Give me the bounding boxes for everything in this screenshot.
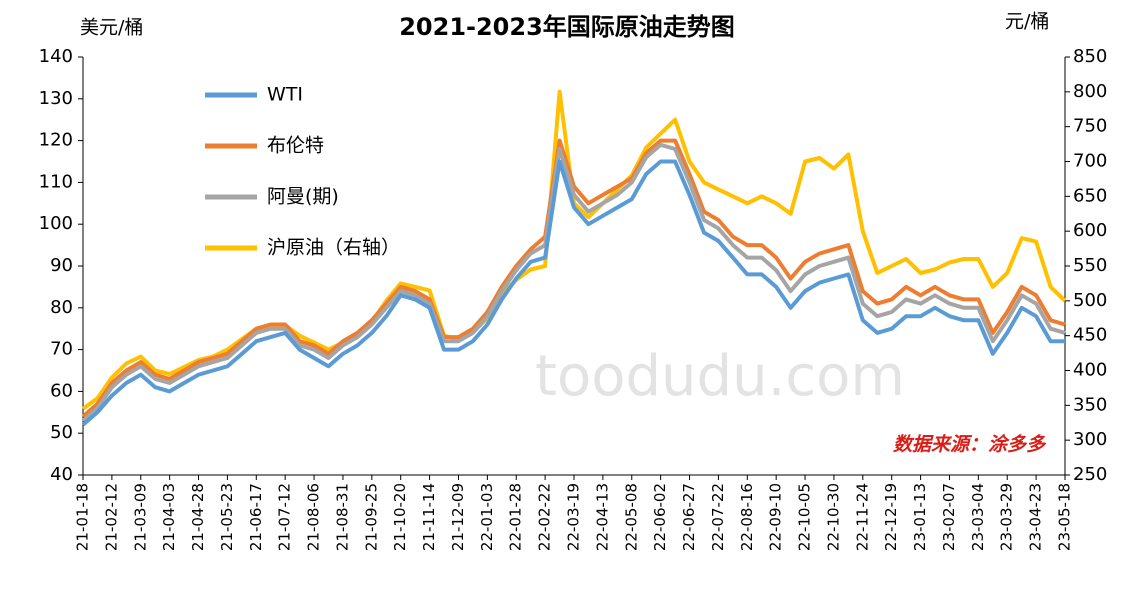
x-tick-label: 21-01-18	[74, 483, 92, 551]
chart-title: 2021-2023年国际原油走势图	[399, 13, 735, 41]
x-tick-label: 23-04-23	[1027, 483, 1045, 551]
x-tick-label: 22-01-28	[507, 483, 525, 551]
x-tick-label: 22-08-16	[738, 483, 756, 551]
x-tick-label: 21-05-23	[218, 483, 236, 551]
x-tick-label: 21-10-20	[391, 483, 409, 551]
x-tick-label: 22-11-24	[853, 483, 871, 551]
x-tick-label: 22-05-08	[622, 483, 640, 551]
x-tick-label: 21-11-14	[420, 483, 438, 551]
x-tick-label: 22-03-19	[565, 483, 583, 551]
x-tick-label: 22-04-13	[593, 483, 611, 551]
y-tick-label: 100	[39, 213, 73, 234]
y-tick-label: 90	[50, 255, 73, 276]
y-tick-label: 70	[50, 339, 73, 360]
x-tick-label: 21-06-17	[247, 483, 265, 551]
legend-label: WTI	[267, 84, 303, 106]
y2-tick-label: 400	[1073, 360, 1107, 381]
x-tick-label: 22-09-10	[767, 483, 785, 551]
x-tick-label: 22-06-27	[680, 483, 698, 551]
x-tick-label: 23-03-29	[998, 483, 1016, 551]
series-line	[81, 138, 1066, 419]
y-tick-label: 140	[39, 46, 73, 67]
legend-label: 布伦特	[267, 135, 324, 157]
y2-tick-label: 650	[1073, 185, 1107, 206]
x-tick-label: 22-12-19	[882, 483, 900, 551]
x-tick-label: 22-10-05	[796, 483, 814, 551]
y2-tick-label: 350	[1073, 394, 1107, 415]
x-tick-label: 23-05-18	[1056, 483, 1074, 551]
y-tick-label: 130	[39, 88, 73, 109]
x-tick-label: 21-09-25	[362, 483, 380, 551]
series-line	[81, 142, 1066, 423]
y-tick-label: 120	[39, 130, 73, 151]
y2-tick-label: 600	[1073, 220, 1107, 241]
y2-tick-label: 700	[1073, 151, 1107, 172]
y-axis-label: 美元/桶	[80, 17, 143, 39]
y2-tick-label: 550	[1073, 255, 1107, 276]
x-tick-label: 23-01-13	[911, 483, 929, 551]
x-tick-label: 22-02-22	[536, 483, 554, 551]
series-line	[81, 159, 1065, 427]
y2-tick-label: 800	[1073, 81, 1107, 102]
y-tick-label: 50	[50, 422, 73, 443]
legend-label: 阿曼(期)	[267, 186, 339, 208]
source-note: 数据来源：涂多多	[893, 434, 1047, 456]
x-tick-label: 21-04-28	[189, 483, 207, 551]
y2-tick-label: 450	[1073, 325, 1107, 346]
x-tick-label: 22-07-22	[709, 483, 727, 551]
x-tick-label: 22-10-30	[824, 483, 842, 551]
x-tick-label: 21-02-12	[102, 483, 120, 551]
x-tick-label: 21-04-03	[160, 483, 178, 551]
y-tick-label: 110	[39, 171, 73, 192]
y-tick-label: 40	[50, 464, 73, 485]
y-tick-label: 80	[50, 297, 73, 318]
y2-tick-label: 300	[1073, 429, 1107, 450]
x-tick-label: 21-08-31	[333, 483, 351, 551]
x-tick-label: 21-12-09	[449, 483, 467, 551]
y2-tick-label: 250	[1073, 464, 1107, 485]
y2-tick-label: 500	[1073, 290, 1107, 311]
legend-label: 沪原油（右轴）	[267, 237, 400, 259]
watermark: toodudu.com	[535, 344, 905, 409]
y2-axis-label: 元/桶	[1005, 11, 1049, 33]
x-tick-label: 21-08-06	[305, 483, 323, 551]
y-tick-label: 60	[50, 380, 73, 401]
y2-tick-label: 850	[1073, 46, 1107, 67]
x-tick-label: 23-02-07	[940, 483, 958, 551]
x-tick-label: 23-03-04	[969, 483, 987, 551]
x-tick-label: 21-07-12	[276, 483, 294, 551]
y2-tick-label: 750	[1073, 116, 1107, 137]
x-tick-label: 22-06-02	[651, 483, 669, 551]
x-tick-label: 21-03-09	[131, 483, 149, 551]
x-tick-label: 22-01-03	[478, 483, 496, 551]
